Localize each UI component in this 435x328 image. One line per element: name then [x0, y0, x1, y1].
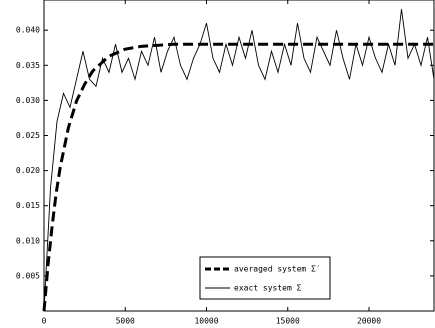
series-line: [42, 42, 434, 312]
y-tick-label: 0.030: [16, 96, 40, 105]
legend-box: [199, 256, 331, 300]
legend-label: exact system Σ: [234, 284, 302, 293]
plot-frame: [43, 0, 435, 312]
x-tick-label: 15000: [276, 317, 300, 326]
y-tick-label: 0.010: [16, 236, 40, 245]
y-tick-label: 0.025: [16, 131, 40, 140]
legend-label: averaged system Σ′: [234, 265, 321, 274]
x-tick-label: 10000: [194, 317, 218, 326]
y-tick-label: 0.035: [16, 61, 40, 70]
y-tick-label: 0.015: [16, 201, 40, 210]
y-tick-label: 0.020: [16, 166, 40, 175]
x-tick-label: 0: [42, 317, 47, 326]
x-tick-label: 20000: [357, 317, 381, 326]
series-line: [43, 9, 435, 312]
y-tick-label: 0.040: [16, 26, 40, 35]
x-tick-label: 5000: [116, 317, 135, 326]
y-tick-label: 0.005: [16, 271, 40, 280]
